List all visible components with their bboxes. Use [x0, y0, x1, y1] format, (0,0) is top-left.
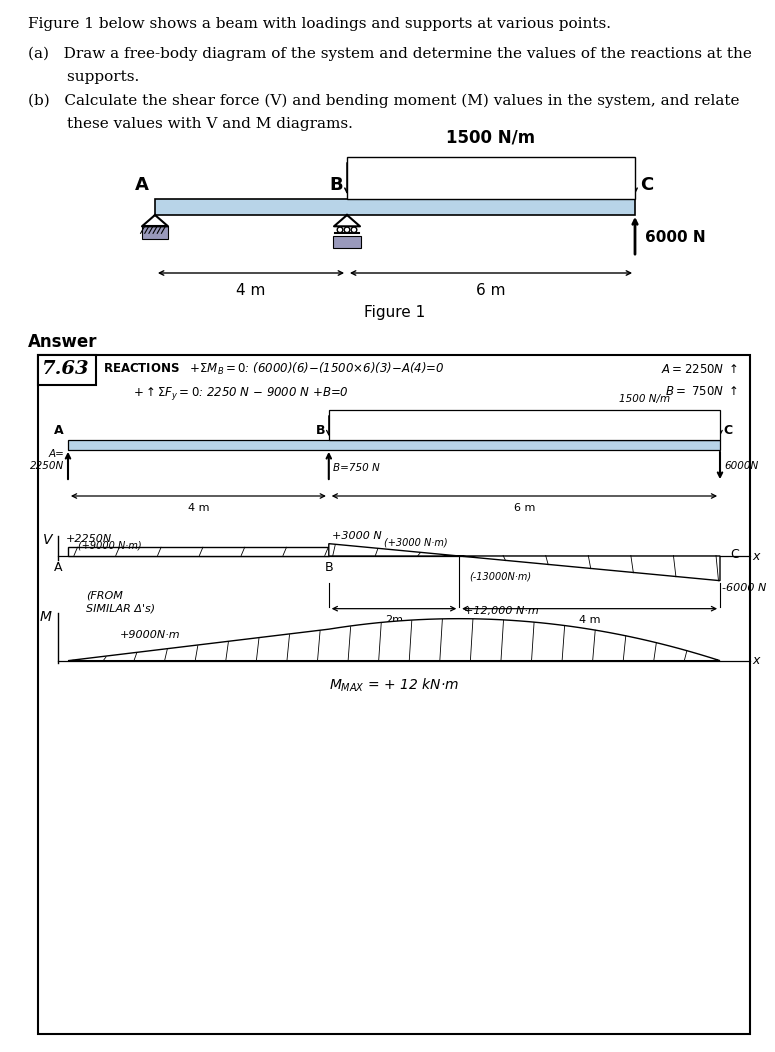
Text: (9000N): (9000N)	[501, 420, 547, 430]
Text: 2m: 2m	[385, 614, 403, 625]
Text: x: x	[752, 654, 760, 667]
Text: 4 m: 4 m	[236, 283, 266, 298]
Text: (+9000 N·m): (+9000 N·m)	[78, 541, 142, 550]
Text: A: A	[54, 424, 64, 437]
Bar	[333, 237, 361, 248]
Bar	[68, 440, 720, 450]
Text: +2250N: +2250N	[66, 533, 112, 544]
Text: $\bf{REACTIONS}$   $+\Sigma M_B=0$: (6000)(6)$-$(1500$\times$6)(3)$-$A(4)=0: $\bf{REACTIONS}$ $+\Sigma M_B=0$: (6000)…	[103, 361, 445, 377]
Text: A: A	[53, 561, 62, 574]
Text: Figure 1 below shows a beam with loadings and supports at various points.: Figure 1 below shows a beam with loading…	[28, 17, 611, 31]
Text: C: C	[640, 176, 653, 194]
Text: (-13000N·m): (-13000N·m)	[469, 571, 532, 582]
Text: 6 m: 6 m	[477, 283, 506, 298]
Bar	[155, 199, 635, 215]
Text: +3000 N: +3000 N	[332, 530, 381, 541]
Text: 6000 N: 6000 N	[645, 229, 705, 244]
Text: B: B	[329, 176, 343, 194]
Text: V: V	[43, 532, 52, 547]
Bar	[142, 226, 168, 239]
Text: Answer: Answer	[28, 333, 98, 351]
Text: x: x	[752, 549, 760, 563]
Text: A: A	[135, 176, 149, 194]
Text: C: C	[730, 548, 739, 562]
Text: +9000N·m: +9000N·m	[120, 630, 181, 640]
Text: B: B	[316, 424, 326, 437]
Text: B: B	[325, 561, 333, 574]
Text: A=
2250N: A= 2250N	[29, 449, 64, 471]
Bar	[347, 157, 635, 199]
Text: (a)   Draw a free-body diagram of the system and determine the values of the rea: (a) Draw a free-body diagram of the syst…	[28, 47, 752, 61]
Bar	[38, 355, 96, 385]
Text: 6000N: 6000N	[724, 461, 758, 471]
Text: these values with V and M diagrams.: these values with V and M diagrams.	[28, 117, 353, 132]
Text: -6000 N: -6000 N	[722, 583, 766, 592]
Text: M: M	[40, 610, 52, 624]
Text: $A=2250N\ \uparrow$: $A=2250N\ \uparrow$	[661, 363, 738, 376]
Text: Figure 1: Figure 1	[364, 305, 425, 320]
Bar	[38, 355, 750, 1034]
Text: (b)   Calculate the shear force (V) and bending moment (M) values in the system,: (b) Calculate the shear force (V) and be…	[28, 94, 739, 108]
Text: $+\uparrow\Sigma F_y=0$: 2250 N $-$ 9000 N $+$B=0: $+\uparrow\Sigma F_y=0$: 2250 N $-$ 9000…	[133, 385, 349, 402]
Text: 6 m: 6 m	[514, 503, 535, 513]
Text: 1500 N/m: 1500 N/m	[446, 129, 536, 147]
Polygon shape	[329, 544, 720, 581]
Text: C: C	[723, 424, 732, 437]
Text: (FROM
SIMILAR Δ's): (FROM SIMILAR Δ's)	[86, 590, 155, 614]
Polygon shape	[68, 547, 329, 557]
Text: B=750 N: B=750 N	[332, 463, 380, 473]
Polygon shape	[68, 619, 720, 661]
Text: (+3000 N·m): (+3000 N·m)	[384, 538, 447, 548]
Text: supports.: supports.	[28, 70, 140, 84]
Text: 4 m: 4 m	[188, 503, 209, 513]
Bar	[329, 410, 720, 440]
Text: 7.63: 7.63	[42, 360, 90, 378]
Text: $B=\ 750N\ \uparrow$: $B=\ 750N\ \uparrow$	[665, 385, 738, 398]
Text: $M_{MAX}$ = + 12 kN·m: $M_{MAX}$ = + 12 kN·m	[329, 676, 459, 694]
Text: 1500 N/m: 1500 N/m	[619, 394, 670, 404]
Text: 4 m: 4 m	[579, 614, 601, 625]
Text: +12,000 N·m: +12,000 N·m	[464, 606, 539, 615]
